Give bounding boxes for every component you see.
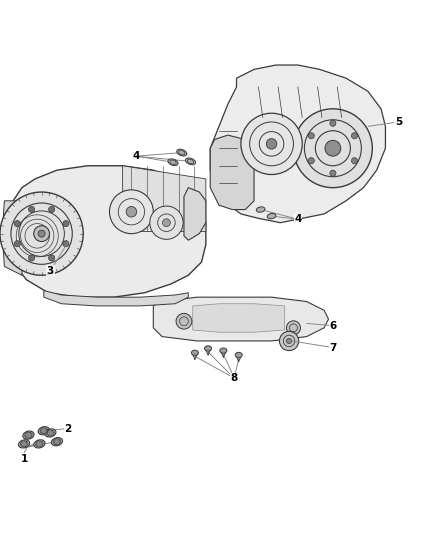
Ellipse shape <box>185 158 196 165</box>
Circle shape <box>28 206 35 213</box>
Ellipse shape <box>235 352 242 358</box>
Text: 2: 2 <box>64 424 71 433</box>
Polygon shape <box>153 297 328 341</box>
Ellipse shape <box>205 346 212 351</box>
Circle shape <box>0 192 83 275</box>
Circle shape <box>308 133 314 139</box>
Text: 4: 4 <box>294 214 301 224</box>
Circle shape <box>325 140 341 156</box>
Circle shape <box>34 226 49 241</box>
Polygon shape <box>210 65 385 223</box>
Circle shape <box>150 206 183 239</box>
Circle shape <box>49 255 55 261</box>
Text: 7: 7 <box>329 343 336 352</box>
Text: 1: 1 <box>21 454 28 464</box>
Circle shape <box>162 219 170 227</box>
Text: 5: 5 <box>395 117 402 127</box>
Circle shape <box>47 430 53 436</box>
Ellipse shape <box>267 213 276 219</box>
Circle shape <box>176 313 192 329</box>
Circle shape <box>41 427 47 434</box>
Circle shape <box>110 190 153 233</box>
Text: 4: 4 <box>132 151 139 161</box>
Circle shape <box>266 139 277 149</box>
Circle shape <box>21 441 27 447</box>
Polygon shape <box>184 188 206 240</box>
Circle shape <box>279 332 299 351</box>
Polygon shape <box>210 135 254 209</box>
Circle shape <box>14 240 21 247</box>
Circle shape <box>54 439 60 445</box>
Polygon shape <box>44 290 188 306</box>
Ellipse shape <box>191 350 198 356</box>
Circle shape <box>286 338 292 344</box>
Circle shape <box>38 230 45 237</box>
Circle shape <box>28 255 35 261</box>
Ellipse shape <box>168 159 178 166</box>
Circle shape <box>351 133 357 139</box>
Circle shape <box>241 113 302 174</box>
Circle shape <box>36 441 42 447</box>
Text: 3: 3 <box>47 266 54 276</box>
Circle shape <box>63 221 69 227</box>
Ellipse shape <box>45 429 56 437</box>
Circle shape <box>330 170 336 176</box>
Circle shape <box>330 120 336 126</box>
Polygon shape <box>13 166 206 297</box>
Circle shape <box>286 321 300 335</box>
Circle shape <box>63 240 69 247</box>
Ellipse shape <box>34 440 45 448</box>
Ellipse shape <box>51 438 63 446</box>
Circle shape <box>25 432 32 438</box>
Circle shape <box>126 206 137 217</box>
Circle shape <box>14 221 21 227</box>
Text: 6: 6 <box>329 321 336 330</box>
Ellipse shape <box>177 149 187 156</box>
Circle shape <box>351 158 357 164</box>
Ellipse shape <box>23 431 34 439</box>
Text: 8: 8 <box>231 373 238 383</box>
Polygon shape <box>2 201 22 275</box>
Ellipse shape <box>18 440 30 448</box>
Polygon shape <box>123 166 206 231</box>
Circle shape <box>308 158 314 164</box>
Circle shape <box>293 109 372 188</box>
Circle shape <box>49 206 55 213</box>
Ellipse shape <box>220 348 227 353</box>
Ellipse shape <box>38 427 49 435</box>
Ellipse shape <box>256 207 265 212</box>
Polygon shape <box>193 304 285 332</box>
